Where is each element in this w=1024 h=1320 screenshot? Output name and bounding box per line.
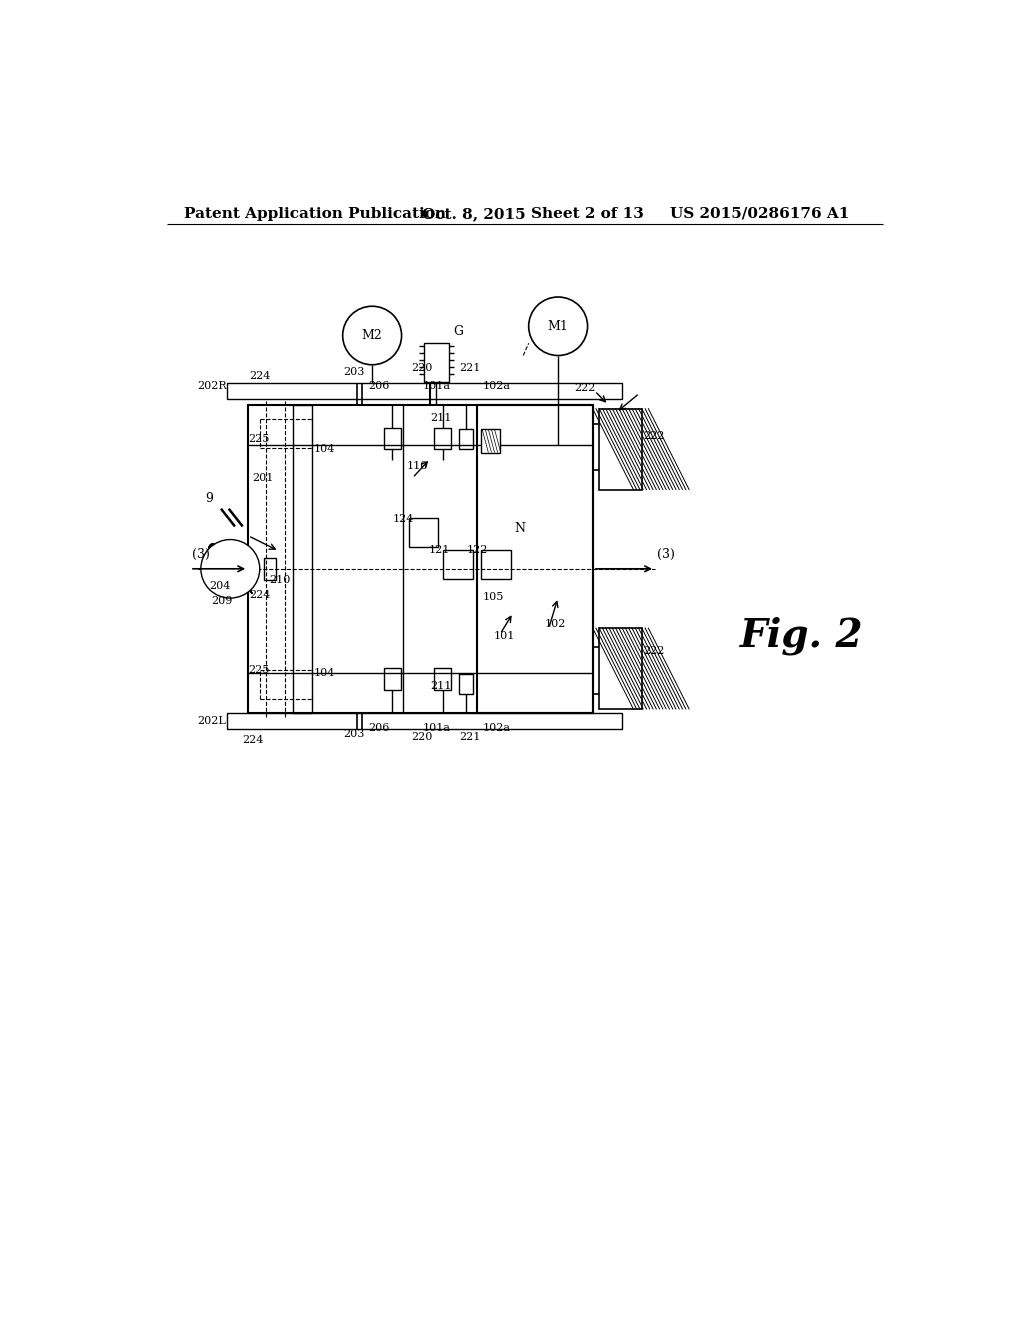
Text: US 2015/0286176 A1: US 2015/0286176 A1	[671, 207, 850, 220]
Text: 104: 104	[314, 445, 336, 454]
Text: 9: 9	[206, 492, 213, 506]
Circle shape	[201, 540, 260, 598]
Text: 202R: 202R	[198, 381, 227, 391]
Text: Patent Application Publication: Patent Application Publication	[183, 207, 445, 220]
Text: 201: 201	[252, 473, 273, 483]
Bar	[384, 668, 400, 689]
Text: 221: 221	[460, 363, 481, 372]
Text: 204: 204	[209, 581, 230, 591]
Bar	[263, 558, 276, 579]
Text: 101a: 101a	[423, 380, 451, 391]
Text: 122: 122	[467, 545, 488, 554]
Bar	[480, 429, 500, 453]
Text: 101a: 101a	[423, 723, 451, 733]
Text: 211: 211	[430, 413, 452, 422]
Text: 225: 225	[248, 665, 269, 676]
Bar	[409, 517, 438, 548]
Bar	[443, 549, 473, 578]
Bar	[227, 713, 623, 729]
Bar	[599, 628, 642, 709]
Text: 203: 203	[343, 367, 365, 378]
Bar	[477, 405, 593, 713]
Bar	[293, 405, 311, 713]
Text: 209: 209	[212, 597, 233, 606]
Text: 206: 206	[369, 380, 389, 391]
Text: 221: 221	[460, 733, 481, 742]
Text: 124: 124	[393, 513, 415, 524]
Text: 206: 206	[369, 723, 389, 733]
Text: 222: 222	[643, 430, 665, 441]
Text: 220: 220	[411, 363, 432, 372]
Text: 203: 203	[343, 730, 365, 739]
Text: (3): (3)	[191, 548, 210, 561]
Bar	[434, 668, 452, 689]
Circle shape	[528, 297, 588, 355]
Text: 211: 211	[430, 681, 452, 690]
Bar	[599, 409, 642, 490]
Text: M2: M2	[361, 329, 383, 342]
Bar	[434, 428, 452, 449]
Bar	[481, 549, 511, 578]
Text: 105: 105	[482, 593, 504, 602]
Bar	[599, 409, 642, 490]
Text: 210: 210	[269, 576, 291, 585]
Text: 101: 101	[494, 631, 515, 640]
Text: 102a: 102a	[483, 723, 511, 733]
Text: M1: M1	[548, 319, 568, 333]
Text: 110: 110	[407, 462, 428, 471]
Text: (3): (3)	[656, 548, 675, 561]
Bar	[599, 628, 642, 709]
Bar	[384, 428, 400, 449]
Bar	[424, 343, 449, 381]
Text: Fig. 2: Fig. 2	[740, 616, 864, 655]
Text: Oct. 8, 2015: Oct. 8, 2015	[423, 207, 526, 220]
Text: 224: 224	[243, 735, 264, 744]
Bar	[227, 383, 623, 400]
Text: 202L: 202L	[198, 715, 226, 726]
Bar	[459, 429, 473, 449]
Text: 224: 224	[250, 590, 271, 599]
Circle shape	[343, 306, 401, 364]
Text: 225: 225	[248, 434, 269, 445]
Bar	[459, 675, 473, 693]
Text: G: G	[454, 325, 464, 338]
Text: Sheet 2 of 13: Sheet 2 of 13	[531, 207, 644, 220]
Text: 220: 220	[411, 733, 432, 742]
Text: 104: 104	[314, 668, 336, 677]
Text: 224: 224	[250, 371, 271, 380]
Text: 102: 102	[545, 619, 566, 630]
Text: 102a: 102a	[483, 380, 511, 391]
Text: 222: 222	[643, 647, 665, 656]
Text: 222: 222	[573, 383, 595, 393]
Text: 121: 121	[429, 545, 451, 554]
Bar	[248, 405, 593, 713]
Text: N: N	[514, 521, 525, 535]
